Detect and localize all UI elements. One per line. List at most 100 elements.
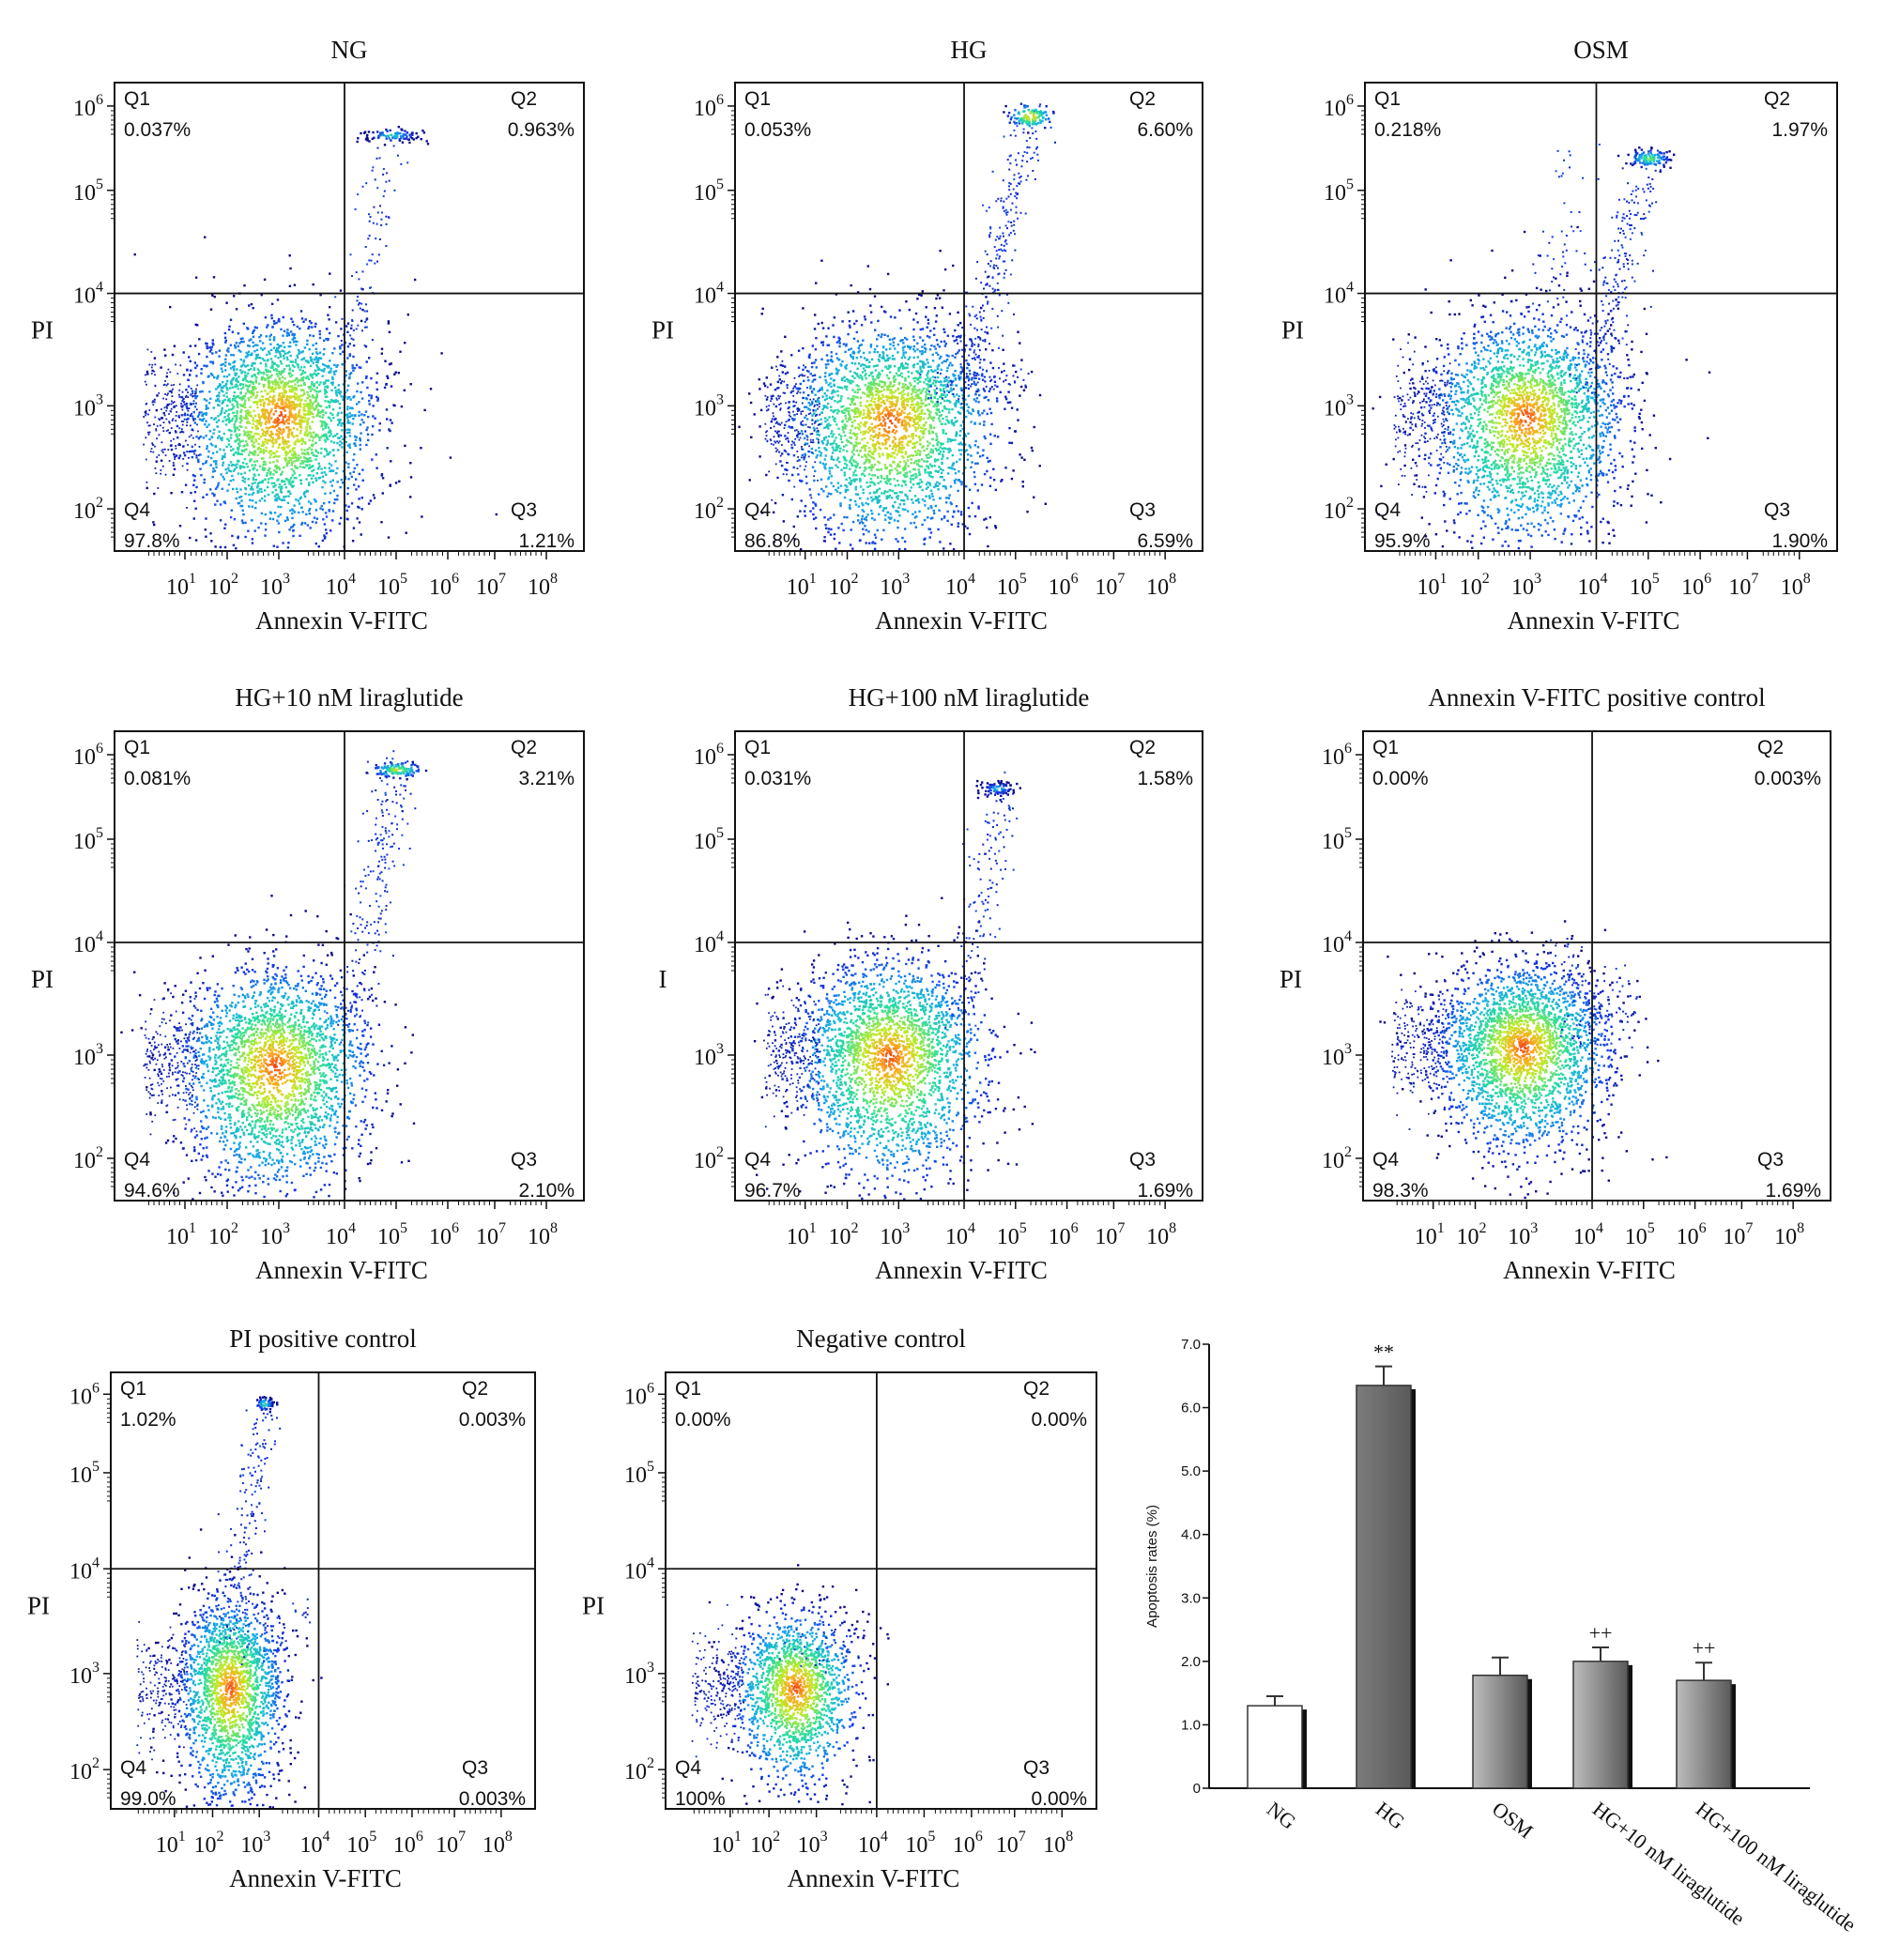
event-dot [315,348,317,350]
event-dot [312,394,314,396]
event-dot [349,447,351,449]
event-dot [250,396,252,398]
event-dot [421,515,422,517]
event-dot [231,465,233,467]
event-dot [222,400,223,402]
event-dot [268,494,269,496]
event-dot [247,466,249,467]
event-dot [360,391,361,393]
event-dot [332,454,334,456]
event-dot [195,277,197,279]
event-dot [358,507,360,509]
event-dot [252,499,253,501]
event-dot [216,451,218,452]
event-dot [299,463,301,465]
event-dot [382,477,384,479]
event-dot [296,428,298,430]
event-dot [312,345,314,346]
event-dot [273,336,275,338]
event-dot [232,387,234,389]
event-dot [253,307,254,309]
event-dot [327,400,329,402]
event-dot [292,387,294,389]
event-dot [360,448,361,450]
event-dot [358,498,360,499]
event-dot [339,444,341,446]
event-dot [289,493,291,495]
event-dot [333,347,335,349]
event-dot [292,370,294,372]
event-dot [358,415,360,417]
event-dot [229,387,231,389]
event-dot [284,330,285,332]
event-dot [347,478,349,480]
event-dot [171,449,173,451]
event-dot [266,326,268,328]
event-dot [292,321,294,323]
event-dot [253,473,255,475]
event-dot [360,432,361,434]
event-dot [263,461,265,463]
event-dot [410,476,412,478]
event-dot [280,329,282,330]
event-dot [283,342,284,344]
event-dot [294,472,296,474]
event-dot [153,493,155,495]
event-dot [265,523,267,525]
event-dot [297,363,299,365]
event-dot [319,333,321,335]
event-dot [236,488,238,490]
event-dot [365,377,367,379]
event-dot [389,331,391,333]
event-dot [299,430,301,432]
event-dot [228,329,230,330]
event-dot [242,510,244,512]
event-dot [254,415,256,417]
event-dot [183,452,185,453]
event-dot [230,516,232,518]
event-dot [331,383,333,385]
event-dot [237,406,238,408]
event-dot [208,346,210,348]
event-dot [314,326,316,328]
event-dot [205,528,207,530]
event-dot [292,485,294,487]
event-dot [265,365,267,367]
event-dot [335,370,337,372]
event-dot [311,449,313,451]
event-dot [341,412,343,414]
event-dot [283,355,284,357]
event-dot [302,370,304,372]
event-dot [314,477,316,479]
event-dot [257,448,259,450]
event-dot [300,426,302,428]
event-dot [329,412,331,414]
event-dot [173,453,175,455]
event-dot [312,521,314,523]
event-dot [361,381,363,383]
event-dot [366,426,368,428]
event-dot [354,367,356,369]
event-dot [361,497,363,498]
event-dot [277,424,279,426]
event-dot [213,376,215,378]
event-dot [265,398,267,400]
event-dot [356,464,358,466]
event-dot [187,414,189,416]
event-dot [340,289,342,291]
event-dot [360,413,362,415]
event-dot [233,354,235,356]
event-dot [309,395,311,397]
event-dot [226,389,228,390]
event-dot [288,457,290,459]
event-dot [307,449,309,451]
event-dot [341,395,343,397]
event-dot [258,437,260,439]
event-dot [186,419,188,421]
event-dot [247,388,249,390]
event-dot [326,515,328,517]
event-dot [324,493,326,495]
event-dot [160,366,161,368]
event-dot [280,360,282,362]
event-dot [299,466,301,467]
